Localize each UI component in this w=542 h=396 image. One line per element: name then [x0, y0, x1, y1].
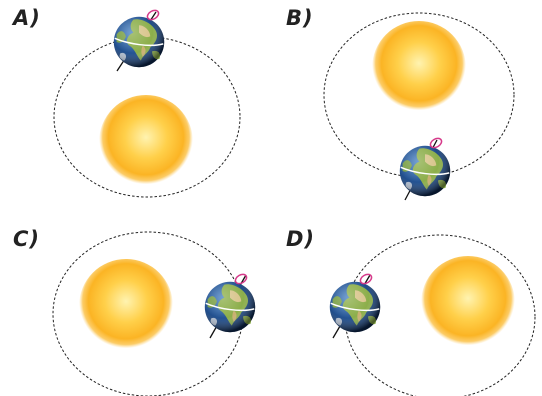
rotation-arrow-icon [429, 137, 443, 149]
orbit-d [344, 234, 536, 396]
sun-icon [421, 256, 515, 350]
sun-icon [99, 95, 193, 189]
rotation-arrow-icon [146, 9, 160, 21]
orbit-b [323, 12, 515, 178]
earth-globe-icon [113, 9, 165, 72]
earth-globe-icon [204, 273, 256, 339]
panel-c [52, 231, 256, 396]
panel-label-a: A) [13, 6, 41, 30]
panel-label-c: C) [13, 227, 41, 251]
earth-globe-icon [399, 137, 451, 201]
sun-icon [372, 21, 466, 115]
panel-label-d: D) [286, 227, 316, 251]
earth-globe-icon [329, 273, 381, 339]
panel-d [329, 234, 536, 396]
panel-b [323, 12, 515, 201]
sun-icon [79, 259, 173, 353]
orbit-a [53, 36, 241, 198]
panel-a [53, 9, 241, 198]
panel-label-b: B) [286, 6, 314, 30]
rotation-arrow-icon [234, 273, 248, 285]
rotation-arrow-icon [359, 273, 373, 285]
